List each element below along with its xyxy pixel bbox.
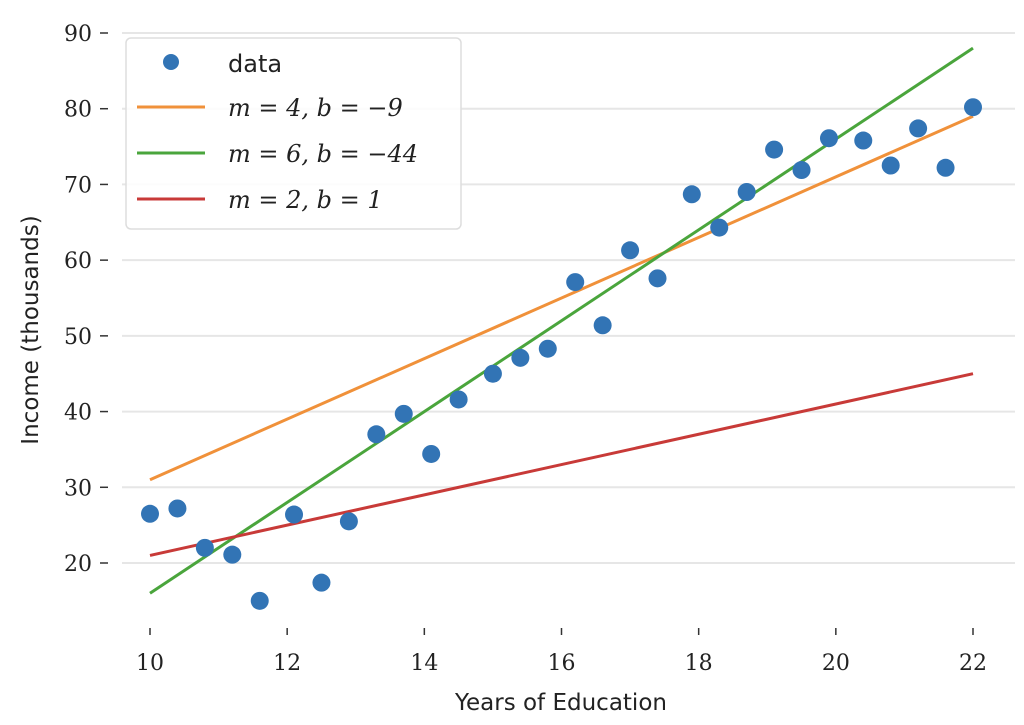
y-axis: 20 30 40 50 60 70 80 90 [64, 22, 108, 577]
y-tick-label: 40 [64, 401, 92, 426]
data-point [339, 512, 358, 531]
data-point [223, 545, 242, 564]
data-point [538, 339, 557, 358]
data-point [593, 316, 612, 335]
data-point [737, 183, 756, 201]
y-tick-label: 80 [64, 98, 92, 123]
y-axis-label: Income (thousands) [18, 215, 44, 444]
legend-label-line-1: m = 4, b = −9 [228, 94, 403, 122]
legend-label-line-2: m = 6, b = −44 [228, 140, 418, 168]
data-point [964, 98, 982, 117]
data-point [881, 156, 900, 175]
x-tick-label: 14 [410, 651, 438, 676]
data-point [682, 185, 701, 204]
x-axis: 10 12 14 16 18 20 22 [136, 628, 987, 676]
x-tick-label: 20 [822, 651, 850, 676]
x-tick-label: 18 [685, 651, 713, 676]
data-point [936, 158, 955, 177]
data-point [483, 364, 502, 383]
x-axis-label: Years of Education [454, 690, 667, 716]
x-tick-label: 10 [136, 651, 164, 676]
legend-frame [125, 37, 462, 230]
data-point [168, 499, 187, 518]
data-point [648, 269, 667, 288]
data-point [367, 425, 386, 444]
y-tick-label: 70 [64, 173, 92, 198]
data-point [792, 161, 811, 180]
y-tick-label: 20 [64, 552, 92, 577]
y-tick-label: 90 [64, 22, 92, 47]
fit-line-1 [149, 114, 974, 482]
data-point [566, 273, 585, 292]
legend-label-data: data [228, 50, 282, 78]
data-point [141, 504, 159, 523]
data-point [394, 404, 413, 423]
data-point [511, 348, 530, 367]
x-tick-label: 16 [548, 651, 576, 676]
data-point [710, 218, 729, 237]
data-point [909, 119, 928, 138]
data-point [449, 390, 468, 409]
legend: data m = 4, b = −9 m = 6, b = −44 m = 2,… [125, 37, 462, 230]
y-tick-label: 30 [64, 476, 92, 501]
legend-marker-data [163, 54, 179, 70]
fit-line-3 [149, 372, 974, 557]
data-point [621, 241, 640, 260]
data-point [854, 131, 873, 150]
data-point [422, 444, 441, 463]
data-point [819, 129, 838, 148]
y-tick-label: 50 [64, 325, 92, 350]
legend-label-line-3: m = 2, b = 1 [228, 186, 383, 214]
data-point [765, 140, 784, 159]
data-points [141, 98, 982, 610]
x-tick-label: 12 [273, 651, 301, 676]
data-point [285, 505, 304, 524]
data-point [312, 573, 331, 592]
data-point [250, 591, 269, 610]
data-point [195, 538, 214, 557]
x-tick-label: 22 [959, 651, 987, 676]
y-tick-label: 60 [64, 249, 92, 274]
